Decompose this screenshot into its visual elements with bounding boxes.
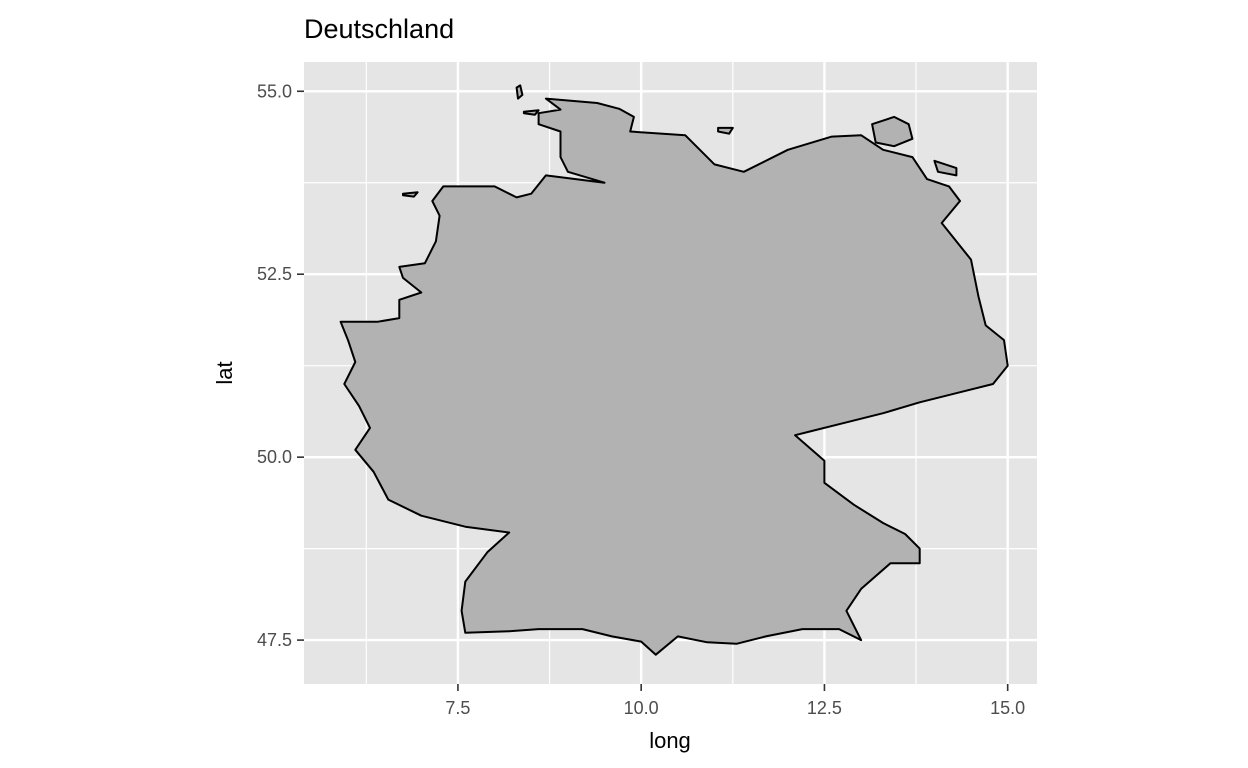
region-borkum: [402, 191, 419, 198]
x-axis-ticks: 7.5 10.0 12.5 15.0: [445, 684, 1025, 718]
region-mainland: [339, 97, 1009, 656]
map-regions: [339, 84, 1009, 656]
region-usedom: [933, 159, 958, 177]
y-tick-label: 47.5: [257, 630, 292, 650]
x-tick-label: 10.0: [624, 698, 659, 718]
x-axis-title: long: [649, 728, 691, 753]
region-foehr: [522, 109, 540, 116]
y-axis-ticks: 47.5 50.0 52.5 55.0: [257, 81, 304, 650]
y-axis-title: lat: [212, 361, 237, 384]
plot-title: Deutschland: [304, 14, 454, 44]
y-tick-label: 55.0: [257, 81, 292, 101]
x-tick-label: 12.5: [807, 698, 842, 718]
y-tick-label: 50.0: [257, 447, 292, 467]
y-tick-label: 52.5: [257, 264, 292, 284]
x-tick-label: 15.0: [990, 698, 1025, 718]
region-ruegen: [871, 115, 914, 148]
region-sylt: [515, 84, 524, 100]
x-tick-label: 7.5: [445, 698, 470, 718]
region-fehmarn: [717, 126, 734, 135]
